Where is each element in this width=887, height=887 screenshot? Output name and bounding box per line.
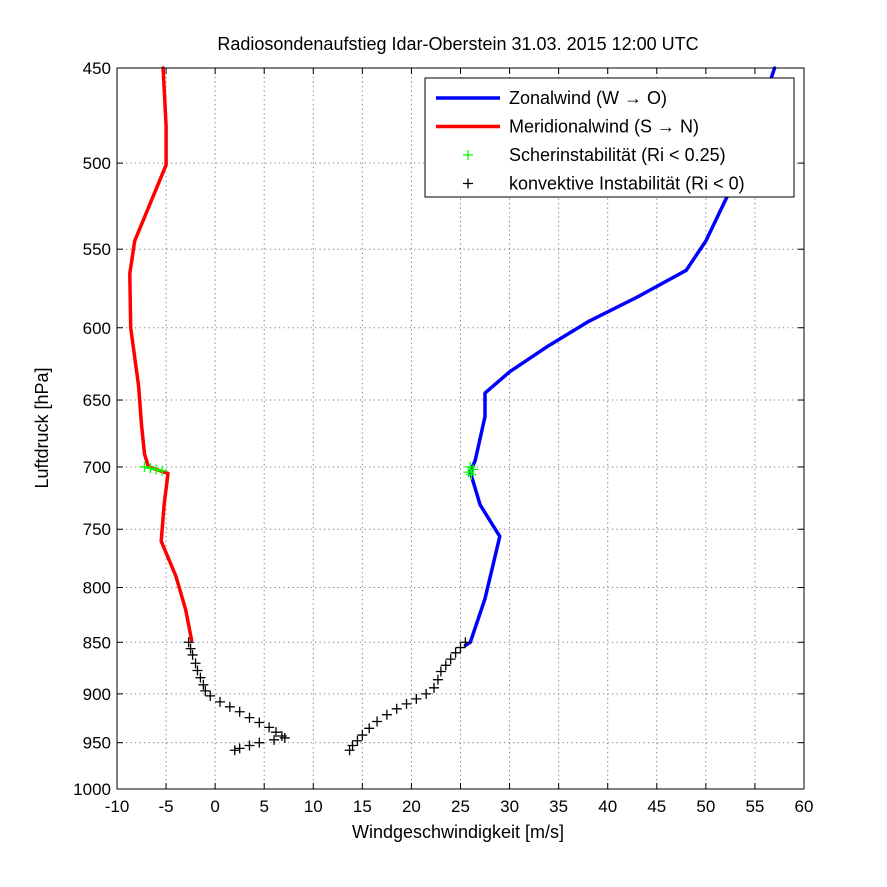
konvektive-marker: [269, 734, 280, 745]
scherinstabilit-marker: [139, 461, 150, 472]
grid-lines: [117, 68, 804, 789]
scherinstabilit-marker: [145, 463, 156, 474]
x-tick-label: 20: [402, 797, 421, 816]
konvektive-marker: [429, 682, 440, 693]
konvektive-marker: [432, 674, 443, 685]
y-tick-label: 850: [83, 633, 111, 652]
scherinstabilit-marker: [468, 464, 479, 475]
chart-title: Radiosondenaufstieg Idar-Oberstein 31.03…: [217, 34, 698, 54]
x-tick-label: 10: [304, 797, 323, 816]
x-tick-label: 25: [451, 797, 470, 816]
y-tick-label: 600: [83, 319, 111, 338]
x-tick-label: 5: [259, 797, 268, 816]
x-tick-label: 15: [353, 797, 372, 816]
zonalwind-line: [463, 66, 777, 648]
konvektive-marker: [391, 703, 402, 714]
x-axis-label: Windgeschwindigkeit [m/s]: [352, 822, 564, 842]
scherinstabilit-marker: [157, 465, 168, 476]
konvektive-marker: [279, 732, 290, 743]
konvektive-marker: [381, 709, 392, 720]
x-tick-label: -5: [159, 797, 174, 816]
series-layer: [128, 66, 777, 756]
legend-swatch-scherinstabilit: [463, 150, 473, 160]
y-tick-label: 700: [83, 458, 111, 477]
konvektive-marker: [460, 637, 471, 648]
konvektive-marker: [264, 722, 275, 733]
y-tick-label: 450: [83, 59, 111, 78]
konvektive-marker: [372, 716, 383, 727]
y-tick-label: 750: [83, 520, 111, 539]
legend: Zonalwind (W → O) Meridionalwind (S → N) S…: [424, 77, 795, 198]
konvektive-marker: [440, 660, 451, 671]
konvektive-marker: [244, 712, 255, 723]
legend-label-scherinstabilit: Scherinstabilität (Ri < 0.25): [509, 145, 726, 165]
konvektive-marker: [421, 688, 432, 699]
konvektive-marker: [411, 693, 422, 704]
y-tick-label: 1000: [73, 780, 111, 799]
legend-label-meridionalwind: Meridionalwind (S → N): [509, 117, 699, 137]
x-tick-label: -10: [105, 797, 130, 816]
konvektive-marker: [185, 643, 196, 654]
konvektive-marker: [270, 727, 281, 738]
konvektive-marker: [192, 665, 203, 676]
konvektive-marker: [352, 735, 363, 746]
x-tick-label: 50: [696, 797, 715, 816]
y-tick-label: 800: [83, 579, 111, 598]
x-tick-label: 40: [598, 797, 617, 816]
x-tick-label: 0: [210, 797, 219, 816]
konvektive-marker: [364, 723, 375, 734]
konvektive-marker: [187, 649, 198, 660]
meridionalwind-line: [128, 66, 194, 642]
y-axis-label: Luftdruck [hPa]: [32, 367, 52, 488]
konvektive-marker: [344, 745, 355, 756]
scherinstabilit-marker: [151, 464, 162, 475]
konvektive-marker: [190, 658, 201, 669]
x-tick-label: 45: [647, 797, 666, 816]
y-tick-label: 500: [83, 154, 111, 173]
konvektive-marker: [205, 690, 216, 701]
konvektive-marker: [244, 740, 255, 751]
konvektive-marker: [357, 730, 368, 741]
konvektive-marker: [200, 685, 211, 696]
y-tick-label: 550: [83, 240, 111, 259]
konvektive-marker: [445, 654, 456, 665]
konvektive-marker: [198, 679, 209, 690]
konvektive-marker: [254, 717, 265, 728]
x-tick-label: 30: [500, 797, 519, 816]
axis-ticks: -10 -5 0 5 10 15 20 25 30 35 40 45 50 55 60 450 500 550 60…: [73, 59, 813, 816]
konvektive-marker: [401, 698, 412, 709]
konvektive-marker: [229, 745, 240, 756]
konvektive-marker: [195, 672, 206, 683]
scherinstabilit-marker: [466, 469, 477, 480]
konvektive-marker: [450, 647, 461, 658]
konvektive-marker: [234, 743, 245, 754]
konvektive-marker: [435, 666, 446, 677]
x-tick-label: 55: [745, 797, 764, 816]
konvektive-marker: [234, 706, 245, 717]
x-tick-label: 35: [549, 797, 568, 816]
legend-label-konvektive: konvektive Instabilität (Ri < 0): [509, 174, 745, 194]
legend-swatch-konvektive: [463, 178, 473, 189]
konvektive-marker: [224, 701, 235, 712]
x-tick-label: 60: [795, 797, 814, 816]
konvektive-marker: [183, 637, 194, 648]
y-tick-label: 900: [83, 685, 111, 704]
y-tick-label: 950: [83, 734, 111, 753]
konvektive-marker: [254, 737, 265, 748]
konvektive-marker: [455, 642, 466, 653]
legend-label-zonalwind: Zonalwind (W → O): [509, 88, 667, 108]
konvektive-marker: [215, 696, 226, 707]
y-tick-label: 650: [83, 391, 111, 410]
